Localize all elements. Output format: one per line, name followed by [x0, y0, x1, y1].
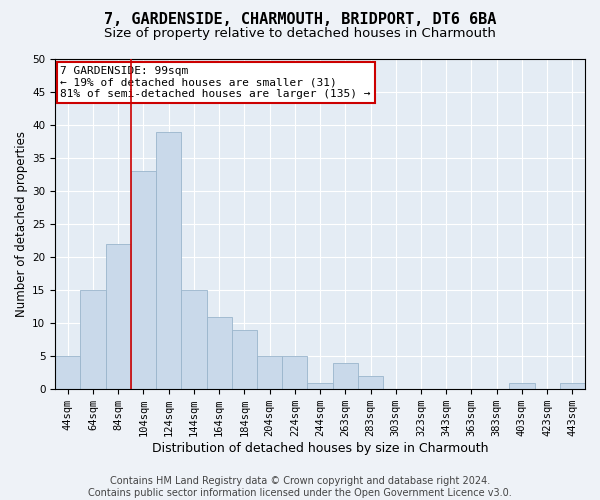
Bar [80, 290, 106, 389]
Bar [206, 316, 232, 389]
Y-axis label: Number of detached properties: Number of detached properties [15, 131, 28, 317]
Bar [332, 363, 358, 389]
Text: 7 GARDENSIDE: 99sqm
← 19% of detached houses are smaller (31)
81% of semi-detach: 7 GARDENSIDE: 99sqm ← 19% of detached ho… [61, 66, 371, 99]
Text: 7, GARDENSIDE, CHARMOUTH, BRIDPORT, DT6 6BA: 7, GARDENSIDE, CHARMOUTH, BRIDPORT, DT6 … [104, 12, 496, 28]
Bar [560, 382, 585, 389]
Bar [358, 376, 383, 389]
Bar [55, 356, 80, 389]
Text: Contains HM Land Registry data © Crown copyright and database right 2024.
Contai: Contains HM Land Registry data © Crown c… [88, 476, 512, 498]
Bar [509, 382, 535, 389]
Bar [181, 290, 206, 389]
Bar [156, 132, 181, 389]
Bar [131, 172, 156, 389]
Text: Size of property relative to detached houses in Charmouth: Size of property relative to detached ho… [104, 28, 496, 40]
Bar [282, 356, 307, 389]
Bar [232, 330, 257, 389]
Bar [257, 356, 282, 389]
Bar [106, 244, 131, 389]
X-axis label: Distribution of detached houses by size in Charmouth: Distribution of detached houses by size … [152, 442, 488, 455]
Bar [307, 382, 332, 389]
